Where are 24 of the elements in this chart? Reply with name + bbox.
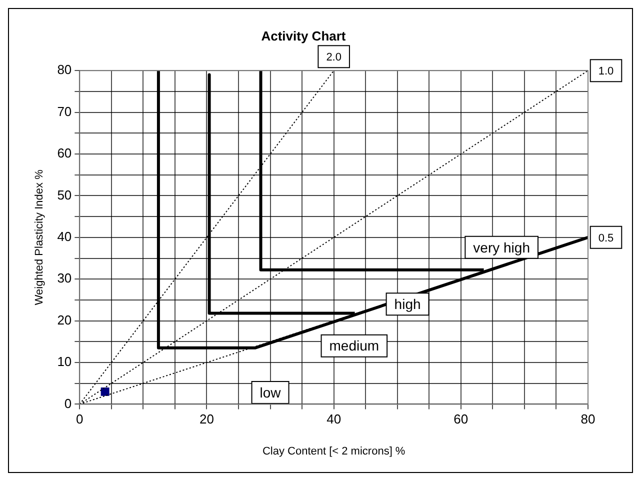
y-tick-label: 40	[57, 228, 72, 244]
y-tick-label: 20	[57, 312, 72, 328]
series-label: 2.0	[326, 52, 342, 64]
y-tick-label: 50	[57, 187, 72, 202]
x-tick-label: 80	[580, 412, 596, 427]
x-tick-label: 60	[454, 412, 468, 427]
chart-title: Activity Chart	[261, 28, 346, 44]
series-label: 0.5	[598, 232, 614, 244]
y-tick-label: 0	[64, 396, 72, 411]
annotation: medium	[329, 338, 380, 354]
y-tick-label: 80	[57, 62, 72, 78]
annotation: very high	[473, 239, 530, 256]
y-tick-label: 70	[57, 104, 72, 119]
y-tick-label: 10	[57, 354, 72, 370]
series-label: 1.0	[598, 66, 614, 78]
x-axis-title: Clay Content [< 2 microns] %	[262, 445, 406, 458]
x-tick-label: 40	[326, 412, 342, 427]
y-axis-title: Weighted Plasticity Index %	[34, 169, 46, 306]
x-tick-label: 20	[200, 412, 214, 427]
x-tick-label: 0	[76, 412, 84, 427]
y-tick-label: 30	[57, 270, 72, 286]
y-tick-label: 60	[57, 146, 72, 161]
annotation: low	[260, 384, 282, 400]
annotation: high	[394, 296, 421, 312]
